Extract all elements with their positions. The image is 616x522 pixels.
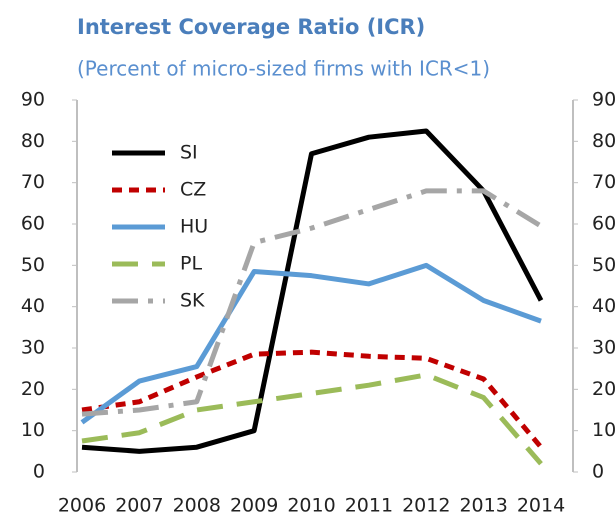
y-tick-label: 70 bbox=[21, 171, 45, 193]
y2-tick-label: 80 bbox=[592, 130, 616, 152]
y-tick-label: 0 bbox=[33, 461, 45, 483]
x-tick-label: 2011 bbox=[345, 495, 393, 517]
y-tick-label: 80 bbox=[21, 130, 45, 152]
y-tick-label: 90 bbox=[21, 89, 45, 111]
y-tick-label: 60 bbox=[21, 213, 45, 235]
legend-label: SK bbox=[180, 290, 205, 312]
y2-tick-label: 10 bbox=[592, 419, 616, 441]
y2-tick-label: 50 bbox=[592, 254, 616, 276]
x-tick-label: 2014 bbox=[517, 495, 565, 517]
y-tick-label: 40 bbox=[21, 295, 45, 317]
legend-label: PL bbox=[180, 253, 202, 275]
series-line bbox=[80, 262, 542, 425]
y-tick-label: 30 bbox=[21, 337, 45, 359]
legend-label: SI bbox=[180, 142, 198, 164]
x-tick-label: 2007 bbox=[115, 495, 163, 517]
series-line bbox=[81, 188, 543, 417]
y2-tick-label: 70 bbox=[592, 171, 616, 193]
y2-tick-label: 60 bbox=[592, 213, 616, 235]
x-tick-label: 2009 bbox=[230, 495, 278, 517]
y-tick-label: 50 bbox=[21, 254, 45, 276]
x-tick-label: 2012 bbox=[402, 495, 450, 517]
x-tick-label: 2008 bbox=[173, 495, 221, 517]
x-tick-label: 2010 bbox=[287, 495, 335, 517]
y2-tick-label: 40 bbox=[592, 295, 616, 317]
series-line bbox=[81, 349, 543, 449]
chart-title: Interest Coverage Ratio (ICR) bbox=[77, 15, 425, 39]
y2-tick-label: 0 bbox=[592, 461, 604, 483]
x-tick-label: 2006 bbox=[58, 495, 106, 517]
series-line bbox=[81, 128, 544, 454]
y2-tick-label: 20 bbox=[592, 378, 616, 400]
y-tick-label: 20 bbox=[21, 378, 45, 400]
y-tick-label: 10 bbox=[21, 419, 45, 441]
chart-subtitle: (Percent of micro-sized firms with ICR<1… bbox=[77, 57, 490, 81]
y2-tick-label: 30 bbox=[592, 337, 616, 359]
legend-label: CZ bbox=[180, 179, 206, 201]
y2-tick-label: 90 bbox=[592, 89, 616, 111]
x-tick-label: 2013 bbox=[459, 495, 507, 517]
legend-label: HU bbox=[180, 216, 208, 238]
